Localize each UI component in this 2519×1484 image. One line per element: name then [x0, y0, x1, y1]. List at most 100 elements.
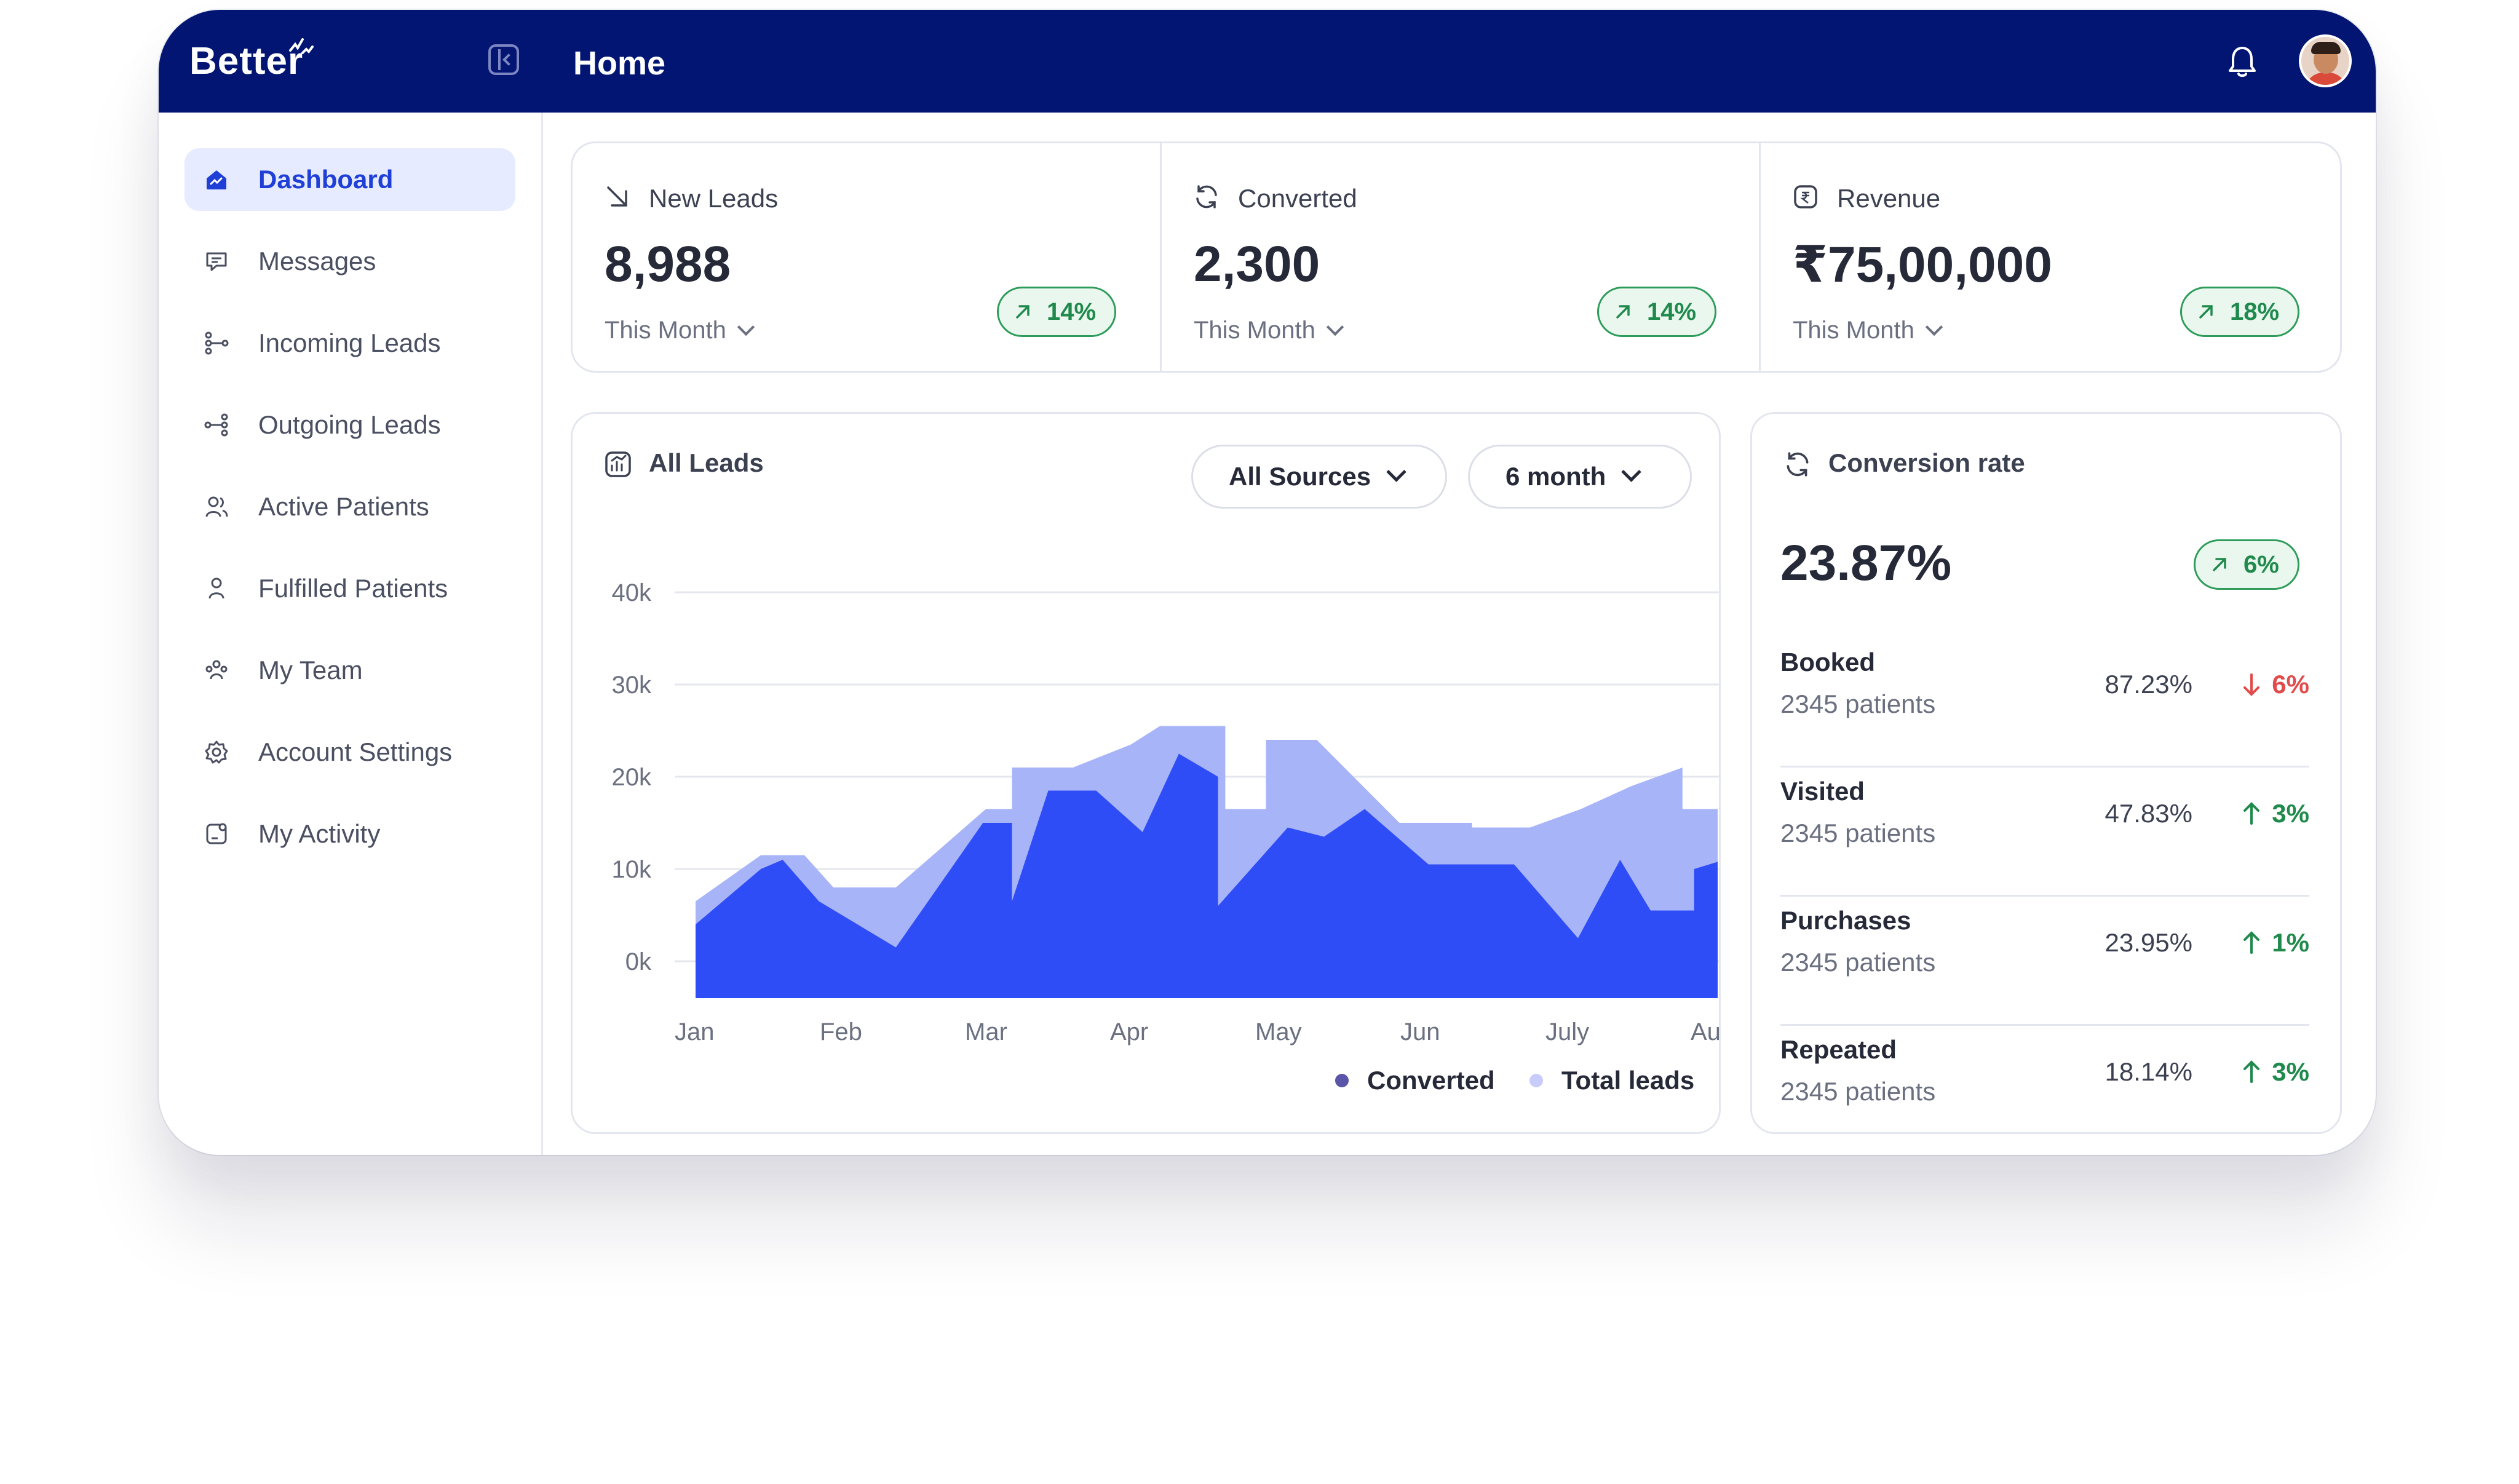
card-title: Conversion rate — [1828, 448, 2025, 477]
row-sub: 2345 patients — [1780, 819, 1936, 847]
change-value: 14% — [1047, 298, 1097, 325]
x-tick-label: Apr — [1110, 1018, 1148, 1046]
sidebar-item-account-settings[interactable]: Account Settings — [184, 721, 515, 784]
legend-label: Total leads — [1561, 1066, 1695, 1095]
card-title: All Leads — [649, 448, 764, 477]
row-percent: 47.83% — [2104, 799, 2192, 828]
legend-dot — [1335, 1074, 1349, 1087]
x-tick-label: Au — [1691, 1018, 1719, 1046]
page-title: Home — [573, 45, 666, 82]
sidebar-item-label: My Activity — [258, 819, 381, 848]
patients-icon — [205, 496, 228, 517]
sidebar-item-incoming-leads[interactable]: Incoming Leads — [184, 312, 515, 375]
arrow-up-icon — [2243, 1060, 2260, 1083]
sidebar: Dashboard Messages Incoming Leads Outgoi… — [159, 113, 543, 1155]
row-sub: 2345 patients — [1780, 1077, 1936, 1106]
top-bar: Better Home — [159, 10, 2376, 113]
stat-value: 8,988 — [605, 236, 731, 292]
arrow-up-right-icon — [1016, 305, 1029, 319]
legend-label: Converted — [1367, 1066, 1495, 1095]
app-window: Better Home Dashboard Messages Incoming … — [159, 10, 2376, 1155]
conversion-row-purchases: Purchases 2345 patients 23.95% 1% — [1780, 895, 2309, 1026]
period-dropdown[interactable]: This Month — [1194, 317, 1344, 344]
conversion-card: Conversion rate 23.87% 6% Booked 2345 pa… — [1750, 412, 2342, 1134]
refresh-icon — [1196, 185, 1217, 208]
sidebar-item-dashboard[interactable]: Dashboard — [184, 148, 515, 211]
series-area-converted — [696, 753, 1718, 998]
range-dropdown[interactable]: 6 month — [1468, 445, 1692, 509]
chevron-down-icon — [1925, 318, 1943, 336]
conversion-row-booked: Booked 2345 patients 87.23% 6% — [1780, 637, 2309, 768]
dashboard-icon — [207, 170, 226, 189]
x-tick-label: Jun — [1400, 1018, 1440, 1046]
arrow-up-right-icon — [2213, 558, 2226, 571]
y-tick-label: 40k — [612, 579, 652, 606]
bell-icon[interactable] — [2226, 44, 2258, 79]
source-dropdown[interactable]: All Sources — [1191, 445, 1447, 509]
row-sub: 2345 patients — [1780, 689, 1936, 718]
conversion-row-visited: Visited 2345 patients 47.83% 3% — [1780, 766, 2309, 897]
refresh-icon — [1787, 452, 1809, 477]
x-tick-label: Mar — [965, 1018, 1007, 1046]
sidebar-item-outgoing-leads[interactable]: Outgoing Leads — [184, 394, 515, 456]
incoming-leads-icon — [205, 331, 229, 355]
row-percent: 18.14% — [2104, 1057, 2192, 1086]
change-badge: 14% — [997, 287, 1117, 337]
row-percent: 23.95% — [2104, 928, 2192, 957]
stat-title: Converted — [1238, 184, 1357, 213]
conversion-value: 23.87% — [1780, 535, 1952, 591]
all-leads-card: All Leads All Sources 6 month 40k 30k 20k 1… — [571, 412, 1721, 1134]
sidebar-item-label: Outgoing Leads — [258, 410, 441, 439]
row-name: Purchases — [1780, 906, 1911, 935]
change-badge: 6% — [2194, 539, 2299, 590]
sidebar-item-fulfilled-patients[interactable]: Fulfilled Patients — [184, 557, 515, 620]
avatar[interactable] — [2299, 34, 2352, 87]
y-tick-label: 10k — [612, 856, 652, 883]
row-delta-value: 3% — [2272, 1057, 2309, 1086]
stat-title: New Leads — [649, 184, 779, 213]
row-name: Visited — [1780, 777, 1865, 806]
row-delta-value: 1% — [2272, 928, 2309, 957]
stat-value: 2,300 — [1194, 236, 1320, 292]
row-delta-value: 3% — [2272, 799, 2309, 828]
stat-new-leads: New Leads 8,988 This Month 14% — [573, 143, 1160, 371]
sidebar-item-label: Active Patients — [258, 492, 429, 521]
period-dropdown[interactable]: This Month — [605, 317, 755, 344]
row-sub: 2345 patients — [1780, 948, 1936, 977]
x-tick-label: May — [1255, 1018, 1302, 1046]
y-tick-label: 0k — [625, 948, 652, 975]
sidebar-item-messages[interactable]: Messages — [184, 230, 515, 293]
logo: Better — [189, 40, 304, 82]
y-tick-label: 20k — [612, 764, 652, 791]
sidebar-item-label: Account Settings — [258, 737, 453, 766]
sidebar-item-active-patients[interactable]: Active Patients — [184, 475, 515, 538]
arrow-down-right-icon — [607, 186, 627, 207]
message-icon — [206, 252, 227, 271]
arrow-up-icon — [2243, 802, 2260, 825]
change-value: 18% — [2230, 298, 2280, 325]
sidebar-item-my-activity[interactable]: My Activity — [184, 803, 515, 865]
period-label: This Month — [605, 317, 726, 344]
change-value: 6% — [2243, 550, 2279, 578]
x-tick-label: Feb — [820, 1018, 862, 1046]
stat-title: Revenue — [1837, 184, 1941, 213]
change-value: 14% — [1647, 298, 1697, 325]
sidebar-item-label: My Team — [258, 656, 363, 684]
outgoing-leads-icon — [204, 413, 228, 437]
row-name: Repeated — [1780, 1035, 1897, 1064]
row-delta-value: 6% — [2272, 670, 2309, 699]
sidebar-item-my-team[interactable]: My Team — [184, 639, 515, 702]
sidebar-item-label: Fulfilled Patients — [258, 574, 448, 603]
row-percent: 87.23% — [2104, 670, 2192, 699]
sidebar-collapse-button[interactable] — [488, 44, 519, 75]
change-badge: 14% — [1597, 287, 1717, 337]
row-name: Booked — [1780, 648, 1876, 677]
stat-value: ₹75,00,000 — [1793, 237, 2052, 293]
rupee-icon — [1794, 185, 1817, 208]
row-delta: 1% — [2242, 928, 2309, 958]
period-dropdown[interactable]: This Month — [1793, 317, 1943, 344]
change-badge: 18% — [2180, 287, 2300, 337]
x-tick-label: July — [1545, 1018, 1589, 1046]
arrow-up-icon — [2243, 931, 2260, 954]
legend-item-total: Total leads — [1529, 1066, 1694, 1095]
